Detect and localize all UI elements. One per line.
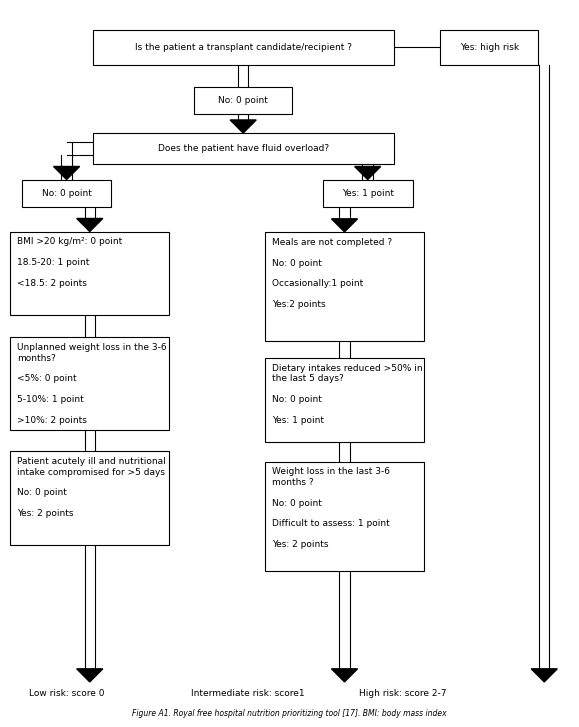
Bar — [93, 30, 394, 65]
Polygon shape — [354, 166, 381, 180]
Polygon shape — [53, 166, 80, 180]
Polygon shape — [531, 669, 557, 682]
Text: Low risk: score 0: Low risk: score 0 — [29, 689, 104, 698]
Bar — [22, 180, 111, 207]
Text: Meals are not completed ?

No: 0 point

Occasionally:1 point

Yes:2 points: Meals are not completed ? No: 0 point Oc… — [272, 238, 392, 309]
Text: Yes: high risk: Yes: high risk — [460, 43, 519, 52]
Bar — [265, 462, 424, 571]
Polygon shape — [230, 120, 256, 133]
Text: Dietary intakes reduced >50% in
the last 5 days?

No: 0 point

Yes: 1 point: Dietary intakes reduced >50% in the last… — [272, 364, 423, 425]
Text: Is the patient a transplant candidate/recipient ?: Is the patient a transplant candidate/re… — [135, 43, 351, 52]
Text: No: 0 point: No: 0 point — [42, 189, 91, 198]
Polygon shape — [331, 669, 357, 682]
Polygon shape — [76, 218, 103, 231]
Text: No: 0 point: No: 0 point — [218, 96, 268, 105]
Text: Patient acutely ill and nutritional
intake compromised for >5 days

No: 0 point
: Patient acutely ill and nutritional inta… — [17, 457, 166, 518]
Bar — [265, 232, 424, 341]
Bar — [10, 451, 170, 545]
Bar — [265, 358, 424, 441]
Text: Figure A1. Royal free hospital nutrition prioritizing tool [17]. BMI: body mass : Figure A1. Royal free hospital nutrition… — [132, 710, 447, 718]
Bar — [10, 337, 170, 430]
Text: Yes: 1 point: Yes: 1 point — [342, 189, 394, 198]
Polygon shape — [331, 219, 357, 232]
Polygon shape — [76, 669, 103, 682]
Text: Weight loss in the last 3-6
months ?

No: 0 point

Difficult to assess: 1 point
: Weight loss in the last 3-6 months ? No:… — [272, 467, 390, 550]
Bar — [10, 231, 170, 316]
Text: Does the patient have fluid overload?: Does the patient have fluid overload? — [157, 144, 329, 153]
Bar — [194, 87, 292, 114]
Bar — [323, 180, 412, 207]
Text: BMI >20 kg/m²: 0 point

18.5-20: 1 point

<18.5: 2 points: BMI >20 kg/m²: 0 point 18.5-20: 1 point … — [17, 237, 122, 288]
Text: Intermediate risk: score1: Intermediate risk: score1 — [191, 689, 305, 698]
Text: High risk: score 2-7: High risk: score 2-7 — [359, 689, 446, 698]
Bar — [440, 30, 538, 65]
Text: Unplanned weight loss in the 3-6
months?

<5%: 0 point

5-10%: 1 point

>10%: 2 : Unplanned weight loss in the 3-6 months?… — [17, 343, 167, 425]
Bar — [93, 133, 394, 164]
